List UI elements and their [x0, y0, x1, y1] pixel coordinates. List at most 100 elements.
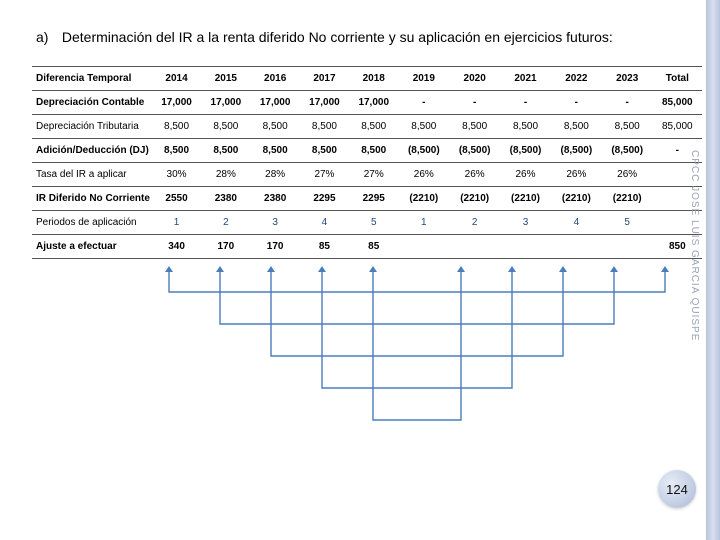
table-header-cell: 2014 — [152, 66, 201, 90]
table-cell: 2295 — [349, 186, 398, 210]
table-header-cell: 2017 — [300, 66, 349, 90]
table-cell: Tasa del IR a aplicar — [32, 162, 152, 186]
table-cell: Adición/Deducción (DJ) — [32, 138, 152, 162]
table-row: Depreciación Tributaria8,5008,5008,5008,… — [32, 114, 702, 138]
table-cell: 17,000 — [201, 90, 250, 114]
table-cell: 27% — [349, 162, 398, 186]
table-header-cell: 2018 — [349, 66, 398, 90]
table-cell: 8,500 — [201, 138, 250, 162]
table-cell: (2210) — [398, 186, 449, 210]
table-cell: 8,500 — [398, 114, 449, 138]
table-header-cell: 2015 — [201, 66, 250, 90]
table-header-cell: Total — [653, 66, 702, 90]
data-table: Diferencia Temporal201420152016201720182… — [32, 66, 702, 259]
table-cell: 85,000 — [653, 114, 702, 138]
table-cell: 8,500 — [152, 138, 201, 162]
table-cell: 1 — [152, 210, 201, 234]
page-number-badge: 124 — [658, 470, 696, 508]
table-cell — [449, 234, 500, 258]
table-cell: Depreciación Contable — [32, 90, 152, 114]
table-cell: 28% — [201, 162, 250, 186]
table-cell: 170 — [251, 234, 300, 258]
table-cell: 8,500 — [251, 138, 300, 162]
table-cell: 26% — [551, 162, 602, 186]
table-cell: (8,500) — [449, 138, 500, 162]
table-cell: - — [398, 90, 449, 114]
table-cell: 17,000 — [251, 90, 300, 114]
table-cell: 2380 — [251, 186, 300, 210]
table-cell: - — [500, 90, 551, 114]
table-cell: 4 — [300, 210, 349, 234]
table-cell: 17,000 — [349, 90, 398, 114]
table-cell: 28% — [251, 162, 300, 186]
table-row: Depreciación Contable17,00017,00017,0001… — [32, 90, 702, 114]
table-cell: 8,500 — [201, 114, 250, 138]
table-cell: 26% — [602, 162, 653, 186]
table-row: Tasa del IR a aplicar30%28%28%27%27%26%2… — [32, 162, 702, 186]
table-cell: 17,000 — [300, 90, 349, 114]
table-cell: 8,500 — [152, 114, 201, 138]
table-cell: - — [449, 90, 500, 114]
table-cell: 2380 — [201, 186, 250, 210]
table-cell: (8,500) — [602, 138, 653, 162]
table-cell: 4 — [551, 210, 602, 234]
page-number: 124 — [666, 482, 688, 497]
title-text: Determinación del IR a la renta diferido… — [62, 29, 613, 45]
table-cell: (2210) — [602, 186, 653, 210]
table-header-cell: 2021 — [500, 66, 551, 90]
table-cell: (8,500) — [500, 138, 551, 162]
title-label: a) — [36, 28, 58, 48]
table-cell: 85 — [349, 234, 398, 258]
table-cell — [602, 234, 653, 258]
table-cell: 17,000 — [152, 90, 201, 114]
right-decorative-border — [706, 0, 720, 540]
table-header-cell: Diferencia Temporal — [32, 66, 152, 90]
table-cell — [398, 234, 449, 258]
table-row: Adición/Deducción (DJ)8,5008,5008,5008,5… — [32, 138, 702, 162]
table-cell: (2210) — [449, 186, 500, 210]
table-cell: 8,500 — [300, 138, 349, 162]
table-cell — [551, 234, 602, 258]
table-cell: - — [602, 90, 653, 114]
table-cell: 8,500 — [551, 114, 602, 138]
slide-title: a) Determinación del IR a la renta difer… — [32, 28, 700, 48]
table-row: Periodos de aplicación1234512345 — [32, 210, 702, 234]
table-header-cell: 2022 — [551, 66, 602, 90]
table-cell: 26% — [398, 162, 449, 186]
table-cell: 5 — [349, 210, 398, 234]
table-cell: 8,500 — [300, 114, 349, 138]
table-cell: Ajuste a efectuar — [32, 234, 152, 258]
table-cell: 1 — [398, 210, 449, 234]
table-cell: 8,500 — [449, 114, 500, 138]
table-header-cell: 2020 — [449, 66, 500, 90]
table-cell: 8,500 — [602, 114, 653, 138]
table-body: Depreciación Contable17,00017,00017,0001… — [32, 90, 702, 258]
table-cell: 2550 — [152, 186, 201, 210]
table-cell: 5 — [602, 210, 653, 234]
table-cell: 2 — [201, 210, 250, 234]
table-cell: (2210) — [551, 186, 602, 210]
table-cell: (8,500) — [398, 138, 449, 162]
table-cell: - — [551, 90, 602, 114]
table-cell: Periodos de aplicación — [32, 210, 152, 234]
table-cell: 8,500 — [349, 138, 398, 162]
table-header-row: Diferencia Temporal201420152016201720182… — [32, 66, 702, 90]
table-cell: 340 — [152, 234, 201, 258]
table-header-cell: 2016 — [251, 66, 300, 90]
table-cell: 3 — [500, 210, 551, 234]
table-header-cell: 2019 — [398, 66, 449, 90]
table-cell: 8,500 — [251, 114, 300, 138]
table-cell: 27% — [300, 162, 349, 186]
table-cell: 3 — [251, 210, 300, 234]
table-cell: 85 — [300, 234, 349, 258]
table-cell: 85,000 — [653, 90, 702, 114]
table-cell: 30% — [152, 162, 201, 186]
watermark-text: CPCC JOSE LUIS GARCIA QUISPE — [689, 150, 700, 341]
table-cell: 8,500 — [349, 114, 398, 138]
table-cell: 26% — [500, 162, 551, 186]
table-cell: IR Diferido No Corriente — [32, 186, 152, 210]
table-row: IR Diferido No Corriente2550238023802295… — [32, 186, 702, 210]
connector-overlay — [32, 260, 712, 460]
table-cell — [500, 234, 551, 258]
table-cell: (2210) — [500, 186, 551, 210]
